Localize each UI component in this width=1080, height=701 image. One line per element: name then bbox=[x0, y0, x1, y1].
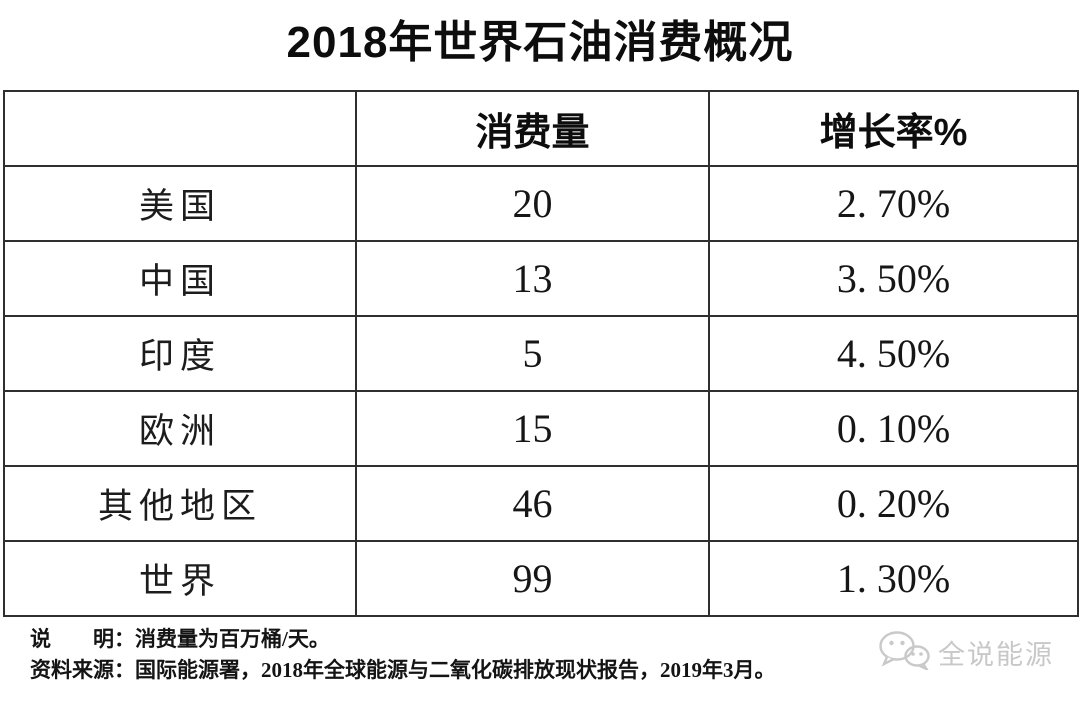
column-header-growth: 增长率% bbox=[708, 90, 1079, 167]
note-source-label: 资料来源： bbox=[30, 658, 135, 682]
note-source: 资料来源：国际能源署，2018年全球能源与二氧化碳排放现状报告，2019年3月。 bbox=[30, 655, 1080, 686]
growth-cell: 2. 70% bbox=[708, 165, 1079, 242]
consumption-cell: 15 bbox=[355, 390, 710, 467]
watermark-text: 全说能源 bbox=[938, 640, 1054, 670]
footnotes: 说 明：消费量为百万桶/天。 资料来源：国际能源署，2018年全球能源与二氧化碳… bbox=[30, 624, 1080, 686]
region-cell: 中国 bbox=[3, 240, 357, 317]
growth-cell: 4. 50% bbox=[708, 315, 1079, 392]
wechat-icon bbox=[877, 630, 931, 675]
consumption-cell: 20 bbox=[355, 165, 710, 242]
table-row: 美国 20 2. 70% bbox=[3, 165, 1079, 242]
table-row: 中国 13 3. 50% bbox=[3, 240, 1079, 317]
note-unit-text: 消费量为百万桶/天。 bbox=[135, 627, 330, 651]
table-header-row: 消费量 增长率% bbox=[3, 90, 1079, 167]
table-row: 欧洲 15 0. 10% bbox=[3, 390, 1079, 467]
consumption-cell: 46 bbox=[355, 465, 710, 542]
growth-cell: 1. 30% bbox=[708, 540, 1079, 617]
note-unit-label: 说 明： bbox=[30, 627, 135, 651]
oil-consumption-table: 消费量 增长率% 美国 20 2. 70% 中国 13 3. 50% 印度 5 … bbox=[3, 90, 1079, 617]
region-cell: 欧洲 bbox=[3, 390, 357, 467]
page-title: 2018年世界石油消费概况 bbox=[286, 18, 794, 67]
region-cell: 世界 bbox=[3, 540, 357, 617]
growth-cell: 0. 10% bbox=[708, 390, 1079, 467]
region-cell: 其他地区 bbox=[3, 465, 357, 542]
column-header-consumption: 消费量 bbox=[355, 90, 710, 167]
region-cell: 印度 bbox=[3, 315, 357, 392]
region-cell: 美国 bbox=[3, 165, 357, 242]
note-unit: 说 明：消费量为百万桶/天。 bbox=[30, 624, 1080, 655]
column-header-region bbox=[3, 90, 357, 167]
watermark: 全说能源 bbox=[877, 630, 1054, 675]
table-row: 其他地区 46 0. 20% bbox=[3, 465, 1079, 542]
consumption-cell: 99 bbox=[355, 540, 710, 617]
table-row: 印度 5 4. 50% bbox=[3, 315, 1079, 392]
growth-cell: 3. 50% bbox=[708, 240, 1079, 317]
consumption-cell: 13 bbox=[355, 240, 710, 317]
growth-cell: 0. 20% bbox=[708, 465, 1079, 542]
consumption-cell: 5 bbox=[355, 315, 710, 392]
note-source-text: 国际能源署，2018年全球能源与二氧化碳排放现状报告，2019年3月。 bbox=[135, 658, 776, 682]
table-row: 世界 99 1. 30% bbox=[3, 540, 1079, 617]
